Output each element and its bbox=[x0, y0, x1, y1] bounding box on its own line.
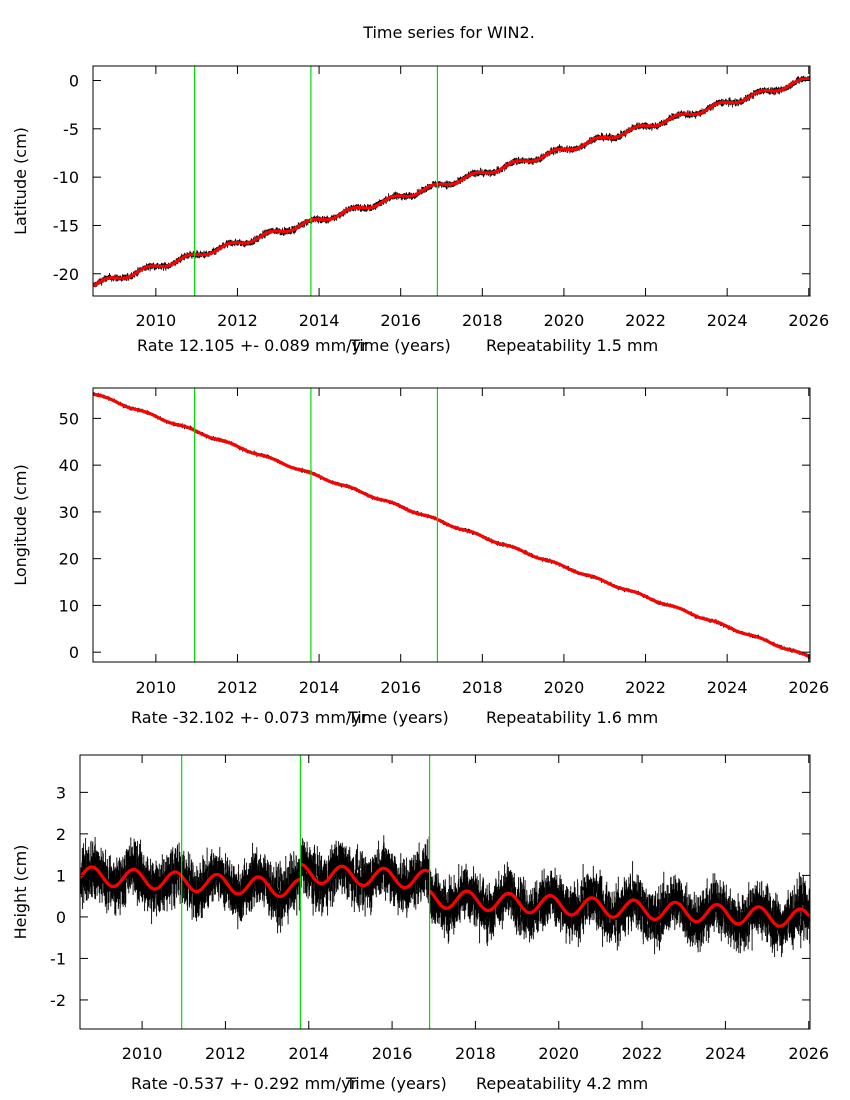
x-tick-label: 2024 bbox=[705, 1044, 746, 1063]
y-axis-label: Longitude (cm) bbox=[11, 464, 30, 586]
x-axis-label: Time (years) bbox=[349, 336, 451, 355]
y-tick-label: 0 bbox=[69, 643, 79, 662]
x-tick-label: 2020 bbox=[544, 311, 585, 330]
repeatability-label: Repeatability 1.6 mm bbox=[486, 708, 658, 727]
y-tick-label: -20 bbox=[53, 265, 79, 284]
x-tick-label: 2014 bbox=[299, 678, 340, 697]
x-tick-label: 2010 bbox=[135, 678, 176, 697]
x-axis-label: Time (years) bbox=[345, 1074, 447, 1093]
plot-area bbox=[80, 834, 810, 957]
x-tick-label: 2014 bbox=[299, 311, 340, 330]
x-tick-label: 2010 bbox=[135, 311, 176, 330]
x-tick-label: 2014 bbox=[288, 1044, 329, 1063]
panel-latitude: 2010 2012 2014 2016 2018 2020 2022 2024 2026 0 -5 -… bbox=[11, 66, 829, 355]
y-tick-label: -1 bbox=[50, 949, 66, 968]
x-tick-label: 2022 bbox=[622, 1044, 663, 1063]
x-tick-label: 2020 bbox=[538, 1044, 579, 1063]
x-tick-label: 2010 bbox=[122, 1044, 163, 1063]
y-tick-label: -5 bbox=[63, 120, 79, 139]
x-tick-label: 2012 bbox=[217, 311, 258, 330]
y-tick-label: 0 bbox=[56, 908, 66, 927]
x-tick-label: 2016 bbox=[380, 678, 421, 697]
y-tick-label: 20 bbox=[59, 550, 79, 569]
x-tick-label: 2016 bbox=[372, 1044, 413, 1063]
plot-frame bbox=[93, 66, 810, 296]
x-tick-label: 2012 bbox=[205, 1044, 246, 1063]
y-tick-label: 3 bbox=[56, 783, 66, 802]
rate-label: Rate -0.537 +- 0.292 mm/yr bbox=[131, 1074, 358, 1093]
x-tick-label: 2022 bbox=[625, 678, 666, 697]
rate-label: Rate -32.102 +- 0.073 mm/yr bbox=[131, 708, 368, 727]
rate-label: Rate 12.105 +- 0.089 mm/yr bbox=[137, 336, 368, 355]
x-tick-label: 2026 bbox=[788, 678, 829, 697]
model-curve-longitude-0 bbox=[94, 394, 810, 657]
y-tick-label: 2 bbox=[56, 825, 66, 844]
y-axis-label: Height (cm) bbox=[11, 845, 30, 940]
x-tick-label: 2026 bbox=[788, 311, 829, 330]
y-tick-label: 30 bbox=[59, 503, 79, 522]
y-tick-label: -10 bbox=[53, 168, 79, 187]
figure-title: Time series for WIN2. bbox=[362, 23, 535, 42]
repeatability-label: Repeatability 1.5 mm bbox=[486, 336, 658, 355]
repeatability-label: Repeatability 4.2 mm bbox=[476, 1074, 648, 1093]
y-tick-label: 40 bbox=[59, 456, 79, 475]
y-tick-label: -2 bbox=[50, 991, 66, 1010]
plot-area bbox=[94, 392, 810, 659]
x-tick-label: 2018 bbox=[462, 311, 503, 330]
x-tick-label: 2024 bbox=[707, 311, 748, 330]
y-tick-label: 10 bbox=[59, 596, 79, 615]
x-tick-label: 2018 bbox=[462, 678, 503, 697]
x-tick-label: 2016 bbox=[380, 311, 421, 330]
x-axis-label: Time (years) bbox=[347, 708, 449, 727]
x-tick-label: 2020 bbox=[544, 678, 585, 697]
x-tick-label: 2026 bbox=[788, 1044, 829, 1063]
x-tick-label: 2022 bbox=[625, 311, 666, 330]
panel-longitude: 2010 2012 2014 2016 2018 2020 2022 2024 20265040… bbox=[11, 388, 829, 727]
plot-area bbox=[94, 76, 810, 287]
data-points-height bbox=[81, 834, 810, 957]
y-tick-label: -15 bbox=[53, 216, 79, 235]
y-axis-label: Latitude (cm) bbox=[11, 127, 30, 235]
y-tick-label: 50 bbox=[59, 409, 79, 428]
panel-height: 2010 2012 2014 2016 2018 2020 2022 2024 2026 3 2 1 0… bbox=[11, 755, 829, 1093]
y-tick-label: 0 bbox=[69, 71, 79, 90]
x-tick-label: 2024 bbox=[707, 678, 748, 697]
x-tick-label: 2018 bbox=[455, 1044, 496, 1063]
y-tick-label: 1 bbox=[56, 866, 66, 885]
x-tick-label: 2012 bbox=[217, 678, 258, 697]
